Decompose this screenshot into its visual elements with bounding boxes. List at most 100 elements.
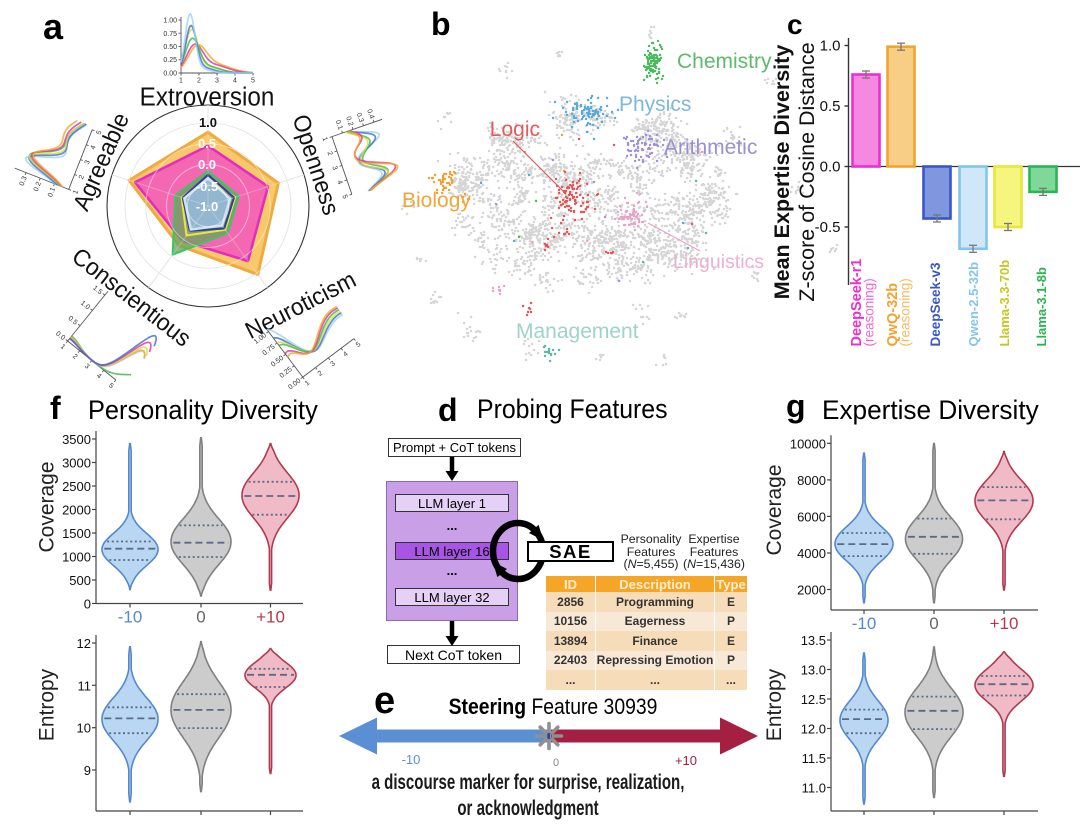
svg-text:2: 2 [317, 369, 324, 377]
svg-text:g: g [786, 388, 806, 424]
svg-text:1: 1 [320, 136, 328, 142]
svg-text:+10: +10 [675, 753, 697, 768]
svg-text:Z-score of Cosine Distance: Z-score of Cosine Distance [795, 42, 819, 301]
svg-text:Llama-3.3-70b: Llama-3.3-70b [997, 260, 1012, 347]
svg-text:0.50: 0.50 [163, 44, 177, 51]
svg-text:0.0: 0.0 [54, 330, 66, 342]
svg-text:DeepSeek-r1: DeepSeek-r1 [849, 259, 865, 347]
svg-text:2: 2 [78, 174, 86, 180]
svg-text:10: 10 [77, 721, 91, 736]
svg-text:1.0: 1.0 [820, 38, 841, 55]
svg-text:c: c [787, 9, 803, 40]
svg-text:5: 5 [340, 194, 348, 200]
svg-text:0.1: 0.1 [333, 119, 343, 131]
svg-text:0.25: 0.25 [163, 57, 177, 64]
svg-text:6000: 6000 [797, 509, 826, 524]
svg-text:4: 4 [95, 372, 103, 380]
svg-text:Chemistry: Chemistry [677, 50, 772, 73]
svg-text:11.0: 11.0 [802, 781, 826, 796]
svg-text:1.00: 1.00 [163, 18, 177, 25]
svg-text:-10: -10 [852, 614, 877, 633]
svg-text:-10: -10 [402, 752, 421, 767]
svg-text:Llama-3.1-8b: Llama-3.1-8b [1034, 267, 1049, 347]
svg-text:Personality Diversity: Personality Diversity [88, 394, 319, 425]
svg-text:Qwen-2.5-32b: Qwen-2.5-32b [966, 262, 981, 347]
svg-text:b: b [431, 6, 451, 42]
svg-text:5: 5 [355, 340, 362, 348]
svg-text:3500: 3500 [62, 432, 91, 447]
svg-text:2: 2 [325, 151, 333, 157]
svg-text:0.3: 0.3 [354, 112, 364, 124]
svg-text:-10: -10 [118, 608, 143, 627]
svg-text:-0.5: -0.5 [196, 179, 218, 194]
svg-text:10000: 10000 [790, 436, 826, 451]
svg-text:1000: 1000 [62, 550, 91, 565]
svg-text:0.5: 0.5 [66, 315, 78, 327]
svg-text:3: 3 [83, 362, 91, 370]
svg-text:500: 500 [69, 573, 91, 588]
svg-text:0: 0 [196, 608, 205, 627]
svg-text:Entropy: Entropy [763, 668, 786, 741]
svg-text:8000: 8000 [797, 473, 826, 488]
svg-text:0.00: 0.00 [163, 71, 177, 78]
svg-text:(reasoning): (reasoning) [862, 278, 877, 346]
svg-text:DeepSeek-v3: DeepSeek-v3 [928, 262, 943, 347]
svg-text:2000: 2000 [797, 583, 826, 598]
svg-text:-0.5: -0.5 [815, 219, 841, 236]
svg-text:+10: +10 [990, 614, 1019, 633]
svg-text:0.75: 0.75 [163, 31, 177, 38]
svg-text:2500: 2500 [62, 479, 91, 494]
svg-text:12.5: 12.5 [801, 692, 826, 707]
svg-text:3: 3 [330, 165, 338, 171]
svg-text:Physics: Physics [619, 93, 691, 116]
svg-text:-1.0: -1.0 [196, 199, 218, 214]
svg-text:1: 1 [59, 343, 67, 351]
svg-text:2: 2 [71, 353, 79, 361]
svg-text:4: 4 [335, 180, 343, 186]
svg-text:Mean Expertise Diversity: Mean Expertise Diversity [770, 45, 794, 300]
svg-text:0.3: 0.3 [18, 175, 28, 187]
svg-text:0: 0 [84, 597, 91, 612]
svg-text:0: 0 [929, 614, 938, 633]
svg-text:2000: 2000 [62, 503, 91, 518]
svg-text:1: 1 [72, 189, 80, 195]
svg-text:4: 4 [233, 78, 237, 85]
svg-text:0.0: 0.0 [820, 159, 841, 176]
svg-text:3: 3 [215, 78, 219, 85]
svg-text:0.2: 0.2 [344, 116, 354, 128]
svg-text:0.4: 0.4 [365, 108, 375, 120]
svg-text:4000: 4000 [797, 546, 826, 561]
svg-text:0.2: 0.2 [33, 181, 43, 193]
svg-text:Linguistics: Linguistics [673, 251, 764, 273]
svg-text:3: 3 [84, 159, 92, 165]
svg-text:12.0: 12.0 [801, 722, 826, 737]
svg-text:Management: Management [516, 320, 639, 343]
svg-text:13.5: 13.5 [801, 633, 826, 648]
svg-text:Biology: Biology [402, 189, 471, 212]
svg-text:2: 2 [197, 78, 201, 85]
svg-text:Arithmetic: Arithmetic [664, 136, 757, 159]
svg-text:12: 12 [77, 636, 91, 651]
svg-text:0: 0 [553, 757, 559, 769]
svg-text:11.5: 11.5 [802, 751, 826, 766]
svg-text:Logic: Logic [490, 118, 540, 141]
svg-text:1500: 1500 [62, 526, 91, 541]
svg-text:3: 3 [329, 360, 336, 368]
svg-text:9: 9 [84, 763, 91, 778]
svg-text:11: 11 [78, 678, 92, 693]
svg-text:1: 1 [304, 379, 311, 387]
svg-text:+10: +10 [256, 608, 285, 627]
svg-text:0.0: 0.0 [198, 157, 216, 172]
svg-text:Coverage: Coverage [763, 464, 786, 555]
svg-text:Coverage: Coverage [36, 461, 59, 552]
svg-text:3000: 3000 [62, 456, 91, 471]
svg-text:5: 5 [95, 129, 103, 135]
svg-text:4: 4 [342, 350, 349, 358]
svg-text:1.0: 1.0 [79, 299, 91, 311]
svg-text:1.5: 1.5 [91, 284, 103, 296]
svg-text:5: 5 [251, 78, 255, 85]
svg-text:5: 5 [107, 382, 115, 390]
svg-text:0.5: 0.5 [820, 98, 841, 115]
svg-text:4: 4 [89, 144, 97, 150]
svg-text:Entropy: Entropy [36, 668, 59, 741]
